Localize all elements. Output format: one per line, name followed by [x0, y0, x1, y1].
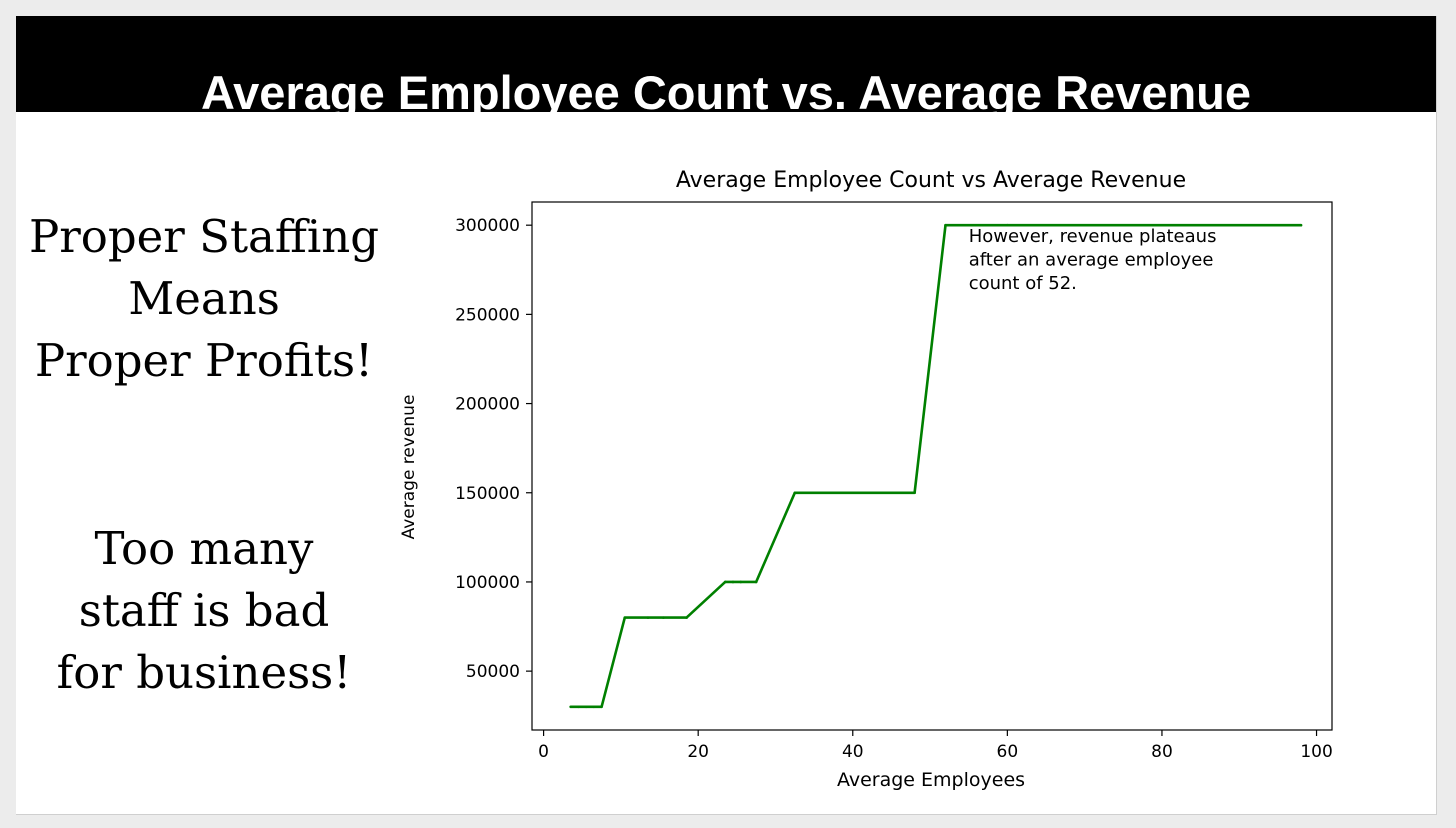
data-point: [1006, 223, 1009, 227]
data-point: [569, 705, 572, 709]
slide: Average Employee Count vs. Average Reven…: [16, 16, 1437, 815]
y-tick-label: 250000: [455, 305, 520, 325]
data-point: [584, 705, 588, 709]
data-point: [863, 491, 866, 495]
overstaffing-message: Too many staff is bad for business!: [16, 518, 392, 704]
staffing-message-line: Proper Profits!: [34, 334, 374, 387]
y-axis-label: Average revenue: [399, 395, 419, 540]
data-point: [577, 705, 580, 709]
y-tick-label: 100000: [455, 573, 520, 593]
x-tick-label: 60: [997, 742, 1019, 762]
overstaffing-message-line: Too many: [94, 522, 314, 575]
y-tick-label: 200000: [455, 395, 520, 415]
overstaffing-message-line: for business!: [56, 646, 352, 699]
slide-title: Average Employee Count vs. Average Reven…: [200, 66, 1252, 112]
x-axis-label: Average Employees: [837, 769, 1025, 791]
y-tick-label: 150000: [455, 484, 520, 504]
annotation-line: However, revenue plateaus: [969, 226, 1217, 247]
data-point: [685, 616, 688, 619]
data-point: [592, 705, 596, 709]
y-tick-label: 50000: [466, 662, 520, 682]
x-tick-label: 100: [1300, 742, 1332, 762]
title-bar: Average Employee Count vs. Average Reven…: [16, 16, 1436, 112]
x-tick-label: 80: [1151, 742, 1173, 762]
y-tick-label: 300000: [455, 216, 520, 236]
plot-frame: [531, 201, 1333, 731]
plot-area: 0 20 40 60 80 100 50000 100000 150000 200000 25000…: [455, 201, 1333, 762]
data-point: [723, 580, 727, 584]
chart-container: Average Employee Count vs Average Revenu…: [16, 16, 1436, 814]
data-point: [731, 580, 735, 584]
staffing-message-line: Means: [128, 272, 280, 325]
revenue-chart: Average Employee Count vs Average Revenu…: [399, 168, 1333, 791]
data-point: [662, 616, 665, 619]
overstaffing-message-line: staff is bad: [78, 584, 330, 637]
annotation-line: after an average employee: [969, 249, 1214, 270]
staffing-message-line: Proper Staffing: [28, 210, 380, 263]
revenue-line: [570, 223, 1302, 709]
data-point: [913, 491, 916, 495]
data-point: [944, 223, 947, 227]
data-point: [600, 705, 603, 709]
data-point: [623, 616, 627, 619]
annotation-line: count of 52.: [969, 273, 1077, 294]
x-tick-label: 40: [842, 742, 864, 762]
chart-title: Average Employee Count vs Average Revenu…: [676, 168, 1186, 193]
staffing-message: Proper Staffing Means Proper Profits!: [16, 206, 392, 392]
data-point: [1299, 223, 1303, 227]
data-point: [793, 491, 797, 495]
data-point: [739, 580, 742, 584]
x-tick-label: 0: [538, 742, 549, 762]
data-point: [646, 616, 650, 619]
x-tick-label: 20: [687, 742, 709, 762]
data-point: [855, 491, 858, 495]
data-point: [754, 580, 758, 584]
